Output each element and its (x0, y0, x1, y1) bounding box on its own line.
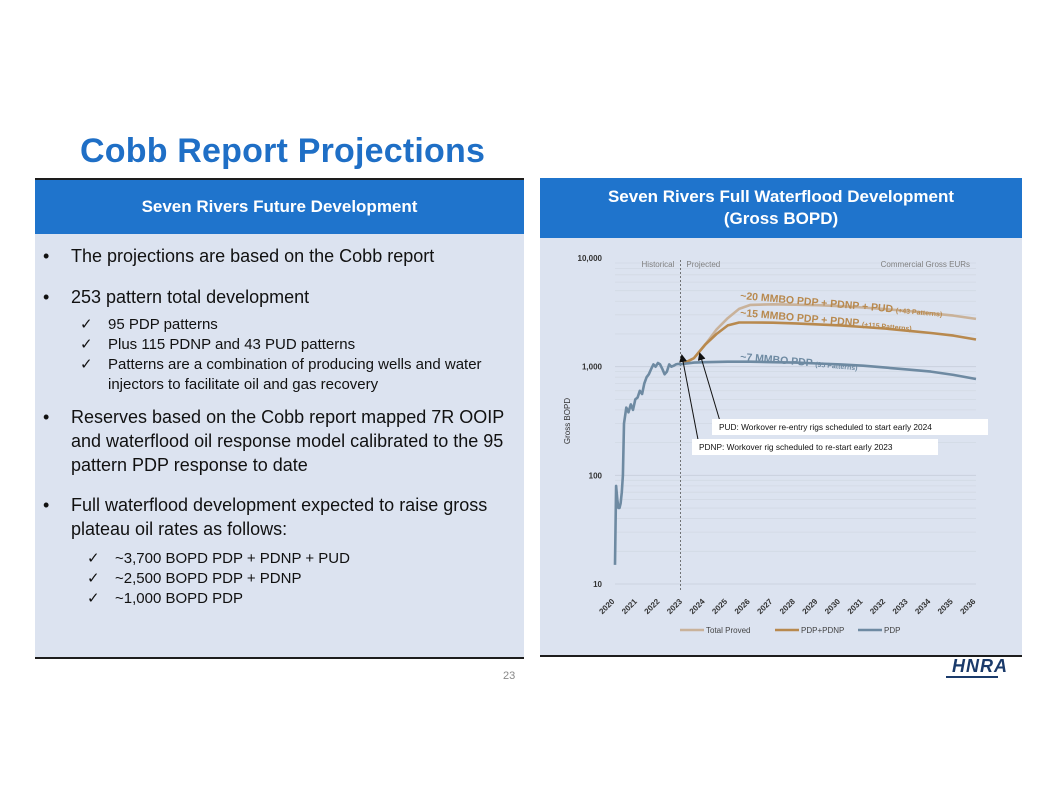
callout-text-pdnp: PDNP: Workover rig scheduled to re-start… (699, 442, 893, 452)
bullet-item: • The projections are based on the Cobb … (43, 244, 514, 268)
check-text: ~1,000 BOPD PDP (115, 590, 243, 607)
x-tick-label: 2028 (778, 597, 797, 616)
y-tick-label: 10 (593, 580, 602, 589)
x-tick-label: 2029 (801, 597, 820, 616)
check-icon: ✓ (80, 336, 93, 353)
x-tick-label: 2033 (891, 597, 910, 616)
y-tick-label: 100 (589, 471, 603, 480)
check-icon: ✓ (87, 550, 100, 567)
x-tick-label: 2035 (936, 597, 955, 616)
eur-header-label: Commercial Gross EURs (881, 260, 970, 269)
y-tick-label: 10,000 (578, 254, 603, 263)
plateau-checklist: ✓ ~3,700 BOPD PDP + PDNP + PUD ✓ ~2,500 … (87, 549, 514, 609)
check-icon: ✓ (87, 570, 100, 587)
callout-box-pdnp (692, 439, 938, 455)
x-tick-label: 2020 (597, 597, 616, 616)
bullet-text: 253 pattern total development (71, 287, 310, 307)
x-tick-label: 2026 (733, 597, 752, 616)
bullet-glyph: • (43, 246, 50, 266)
bullet-glyph: • (43, 407, 50, 427)
projected-label: Projected (686, 260, 720, 269)
x-tick-label: 2030 (823, 597, 842, 616)
check-item: ✓ ~2,500 BOPD PDP + PDNP (87, 569, 514, 589)
pattern-checklist: ✓ 95 PDP patterns ✓ Plus 115 PDNP and 43… (80, 315, 514, 395)
chart-header-line2: (Gross BOPD) (723, 209, 839, 228)
bullet-text: Full waterflood development expected to … (71, 495, 488, 539)
chart-header-line1: Seven Rivers Full Waterflood Development (607, 187, 955, 206)
check-icon: ✓ (87, 590, 100, 607)
label-pdp-patterns: (95 Patterns) (815, 362, 858, 373)
future-development-body: • The projections are based on the Cobb … (35, 234, 524, 609)
x-tick-label: 2024 (688, 597, 707, 616)
check-text: 95 PDP patterns (108, 316, 218, 333)
callout-arrow-pdnp (679, 354, 701, 451)
check-icon: ✓ (80, 316, 93, 333)
x-tick-label: 2034 (913, 597, 932, 616)
check-item: ✓ 95 PDP patterns (80, 315, 514, 335)
waterflood-chart-panel: Seven Rivers Full Waterflood Development… (540, 178, 1022, 657)
check-item: ✓ Plus 115 PDNP and 43 PUD patterns (80, 335, 514, 355)
check-text: ~3,700 BOPD PDP + PDNP + PUD (115, 550, 350, 567)
x-tick-label: 2025 (710, 597, 729, 616)
label-pdp: ~7 MMBO PDP (95 Patterns) (740, 351, 858, 373)
waterflood-chart-header: Seven Rivers Full Waterflood Development… (540, 178, 1022, 238)
check-text: Plus 115 PDNP and 43 PUD patterns (108, 336, 356, 353)
x-tick-label: 2021 (620, 597, 639, 616)
check-text: Patterns are a combination of producing … (108, 356, 482, 393)
page-number: 23 (503, 670, 516, 682)
x-tick-label: 2023 (665, 597, 684, 616)
label-total-proved-patterns: (+43 Patterns) (896, 308, 943, 319)
check-icon: ✓ (80, 356, 93, 373)
callout-box-pud (712, 419, 988, 435)
bullet-text: Reserves based on the Cobb report mapped… (71, 407, 504, 475)
x-tick-label: 2027 (755, 597, 774, 616)
y-tick-label: 1,000 (582, 363, 603, 372)
legend-label: PDP (884, 626, 900, 635)
bullet-glyph: • (43, 495, 50, 515)
future-development-panel: Seven Rivers Future Development • The pr… (35, 178, 524, 659)
series-line-pdp-pdnp (682, 321, 977, 366)
check-item: ✓ Patterns are a combination of producin… (80, 355, 514, 395)
y-axis-label: Gross BOPD (563, 398, 572, 444)
future-development-header: Seven Rivers Future Development (35, 180, 524, 234)
bullet-item: • 253 pattern total development (43, 285, 514, 309)
callout-arrow-pud (697, 352, 723, 429)
bullet-text: The projections are based on the Cobb re… (71, 246, 435, 266)
x-tick-label: 2031 (846, 597, 865, 616)
historical-label: Historical (642, 260, 675, 269)
x-tick-label: 2032 (868, 597, 887, 616)
legend-label: Total Proved (706, 626, 750, 635)
bullet-item: • Reserves based on the Cobb report mapp… (43, 405, 514, 477)
label-pdp-pdnp-patterns: (+115 Patterns) (862, 322, 912, 333)
bullet-item: • Full waterflood development expected t… (43, 493, 514, 541)
page-title: Cobb Report Projections (80, 132, 486, 170)
callout-text-pud: PUD: Workover re-entry rigs scheduled to… (719, 422, 932, 432)
check-item: ✓ ~1,000 BOPD PDP (87, 589, 514, 609)
series-line-pdp (613, 360, 977, 565)
x-tick-label: 2022 (643, 597, 662, 616)
series-line-total-proved (682, 303, 977, 366)
check-item: ✓ ~3,700 BOPD PDP + PDNP + PUD (87, 549, 514, 569)
company-logo: HNRA (952, 656, 1008, 676)
bullet-glyph: • (43, 287, 50, 307)
check-text: ~2,500 BOPD PDP + PDNP (115, 570, 302, 587)
x-tick-label: 2036 (958, 597, 977, 616)
legend-label: PDP+PDNP (801, 626, 844, 635)
logo-underline (946, 676, 998, 678)
